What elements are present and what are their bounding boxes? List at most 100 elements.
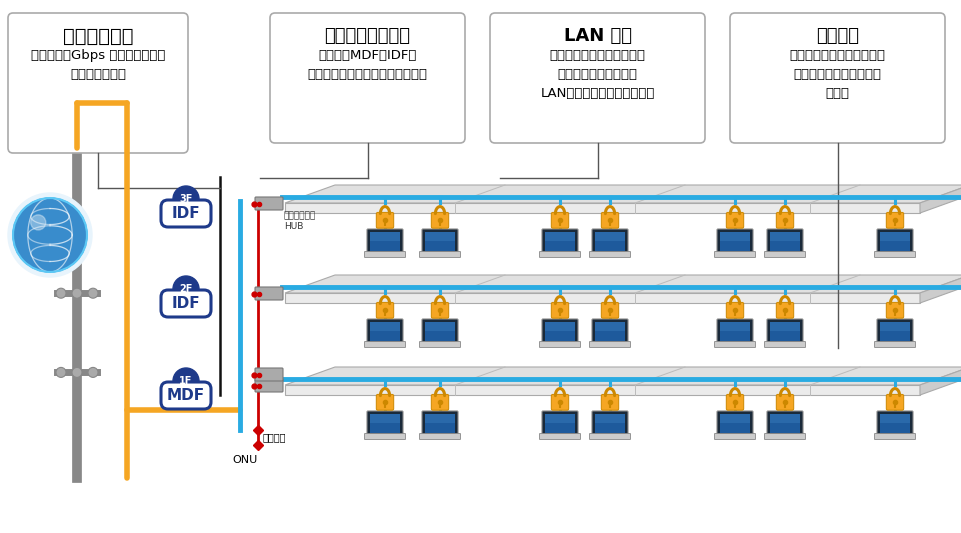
FancyBboxPatch shape [422, 319, 458, 344]
Circle shape [173, 186, 199, 212]
FancyBboxPatch shape [589, 252, 630, 257]
FancyBboxPatch shape [877, 229, 913, 254]
FancyBboxPatch shape [161, 382, 211, 409]
FancyBboxPatch shape [420, 252, 460, 257]
FancyBboxPatch shape [875, 342, 916, 348]
FancyBboxPatch shape [770, 414, 800, 433]
FancyBboxPatch shape [370, 322, 400, 330]
FancyBboxPatch shape [377, 302, 394, 318]
FancyBboxPatch shape [255, 197, 283, 210]
FancyBboxPatch shape [776, 212, 794, 228]
FancyBboxPatch shape [539, 433, 580, 440]
Circle shape [56, 288, 66, 298]
FancyBboxPatch shape [877, 411, 913, 436]
FancyBboxPatch shape [552, 302, 569, 318]
Text: ルーター: ルーター [263, 432, 286, 442]
Polygon shape [285, 293, 920, 303]
FancyBboxPatch shape [602, 394, 619, 410]
Text: 共用部から専有部までは、
インターネット専用の
LANケーブルを配線します。: 共用部から専有部までは、 インターネット専用の LANケーブルを配線します。 [540, 49, 654, 100]
FancyBboxPatch shape [880, 232, 910, 251]
FancyBboxPatch shape [767, 229, 803, 254]
FancyBboxPatch shape [886, 212, 903, 228]
FancyBboxPatch shape [595, 414, 625, 433]
FancyBboxPatch shape [714, 342, 755, 348]
FancyBboxPatch shape [545, 232, 575, 240]
FancyBboxPatch shape [880, 414, 910, 423]
FancyBboxPatch shape [431, 212, 449, 228]
FancyBboxPatch shape [425, 414, 455, 423]
FancyBboxPatch shape [255, 379, 283, 392]
FancyBboxPatch shape [770, 414, 800, 423]
FancyBboxPatch shape [717, 229, 753, 254]
FancyBboxPatch shape [539, 342, 580, 348]
FancyBboxPatch shape [161, 200, 211, 227]
FancyBboxPatch shape [425, 414, 455, 433]
Text: ５分毎の疏通確認により、
早急に、障害を検知致し
ます。: ５分毎の疏通確認により、 早急に、障害を検知致し ます。 [790, 49, 885, 100]
FancyBboxPatch shape [490, 13, 705, 143]
FancyBboxPatch shape [370, 322, 400, 341]
Circle shape [173, 368, 199, 394]
FancyBboxPatch shape [431, 302, 449, 318]
Circle shape [8, 193, 92, 277]
FancyBboxPatch shape [364, 433, 406, 440]
FancyBboxPatch shape [420, 342, 460, 348]
FancyBboxPatch shape [714, 252, 755, 257]
Circle shape [72, 367, 82, 377]
FancyBboxPatch shape [545, 414, 575, 423]
FancyBboxPatch shape [425, 232, 455, 251]
Text: スイッチング
HUB: スイッチング HUB [284, 211, 316, 231]
FancyBboxPatch shape [367, 229, 403, 254]
Polygon shape [285, 185, 961, 203]
FancyBboxPatch shape [770, 232, 800, 251]
Polygon shape [920, 275, 961, 303]
Text: 共用部のMDF・IDFに
ネットワーク機器を設置します。: 共用部のMDF・IDFに ネットワーク機器を設置します。 [308, 49, 428, 81]
FancyBboxPatch shape [720, 414, 750, 423]
FancyBboxPatch shape [370, 232, 400, 240]
Polygon shape [285, 385, 920, 395]
FancyBboxPatch shape [377, 394, 394, 410]
FancyBboxPatch shape [727, 394, 744, 410]
FancyBboxPatch shape [364, 342, 406, 348]
Polygon shape [920, 367, 961, 395]
FancyBboxPatch shape [595, 232, 625, 251]
FancyBboxPatch shape [270, 13, 465, 143]
FancyBboxPatch shape [422, 411, 458, 436]
FancyBboxPatch shape [255, 368, 283, 381]
Polygon shape [285, 203, 920, 213]
FancyBboxPatch shape [545, 322, 575, 330]
FancyBboxPatch shape [367, 411, 403, 436]
Polygon shape [285, 275, 961, 293]
FancyBboxPatch shape [545, 414, 575, 433]
FancyBboxPatch shape [727, 302, 744, 318]
Polygon shape [285, 367, 961, 385]
FancyBboxPatch shape [589, 433, 630, 440]
Text: LAN 配線: LAN 配線 [563, 27, 631, 45]
Polygon shape [920, 185, 961, 213]
FancyBboxPatch shape [770, 322, 800, 330]
FancyBboxPatch shape [770, 232, 800, 240]
FancyBboxPatch shape [592, 411, 628, 436]
FancyBboxPatch shape [377, 212, 394, 228]
Text: 光ファイバー: 光ファイバー [62, 27, 134, 46]
FancyBboxPatch shape [422, 229, 458, 254]
FancyBboxPatch shape [545, 322, 575, 341]
FancyBboxPatch shape [595, 414, 625, 423]
Circle shape [88, 367, 98, 377]
FancyBboxPatch shape [602, 212, 619, 228]
Text: IDF: IDF [172, 296, 200, 311]
Text: ONU: ONU [232, 455, 258, 465]
FancyBboxPatch shape [770, 322, 800, 341]
FancyBboxPatch shape [714, 433, 755, 440]
Circle shape [72, 288, 82, 298]
FancyBboxPatch shape [431, 394, 449, 410]
FancyBboxPatch shape [717, 319, 753, 344]
Text: 3F: 3F [180, 194, 193, 204]
Text: 1F: 1F [180, 376, 193, 386]
FancyBboxPatch shape [875, 252, 916, 257]
FancyBboxPatch shape [720, 414, 750, 433]
Text: 2F: 2F [180, 284, 193, 294]
Text: ネットワーク機器: ネットワーク機器 [325, 27, 410, 45]
FancyBboxPatch shape [425, 322, 455, 330]
FancyBboxPatch shape [765, 433, 805, 440]
FancyBboxPatch shape [877, 319, 913, 344]
